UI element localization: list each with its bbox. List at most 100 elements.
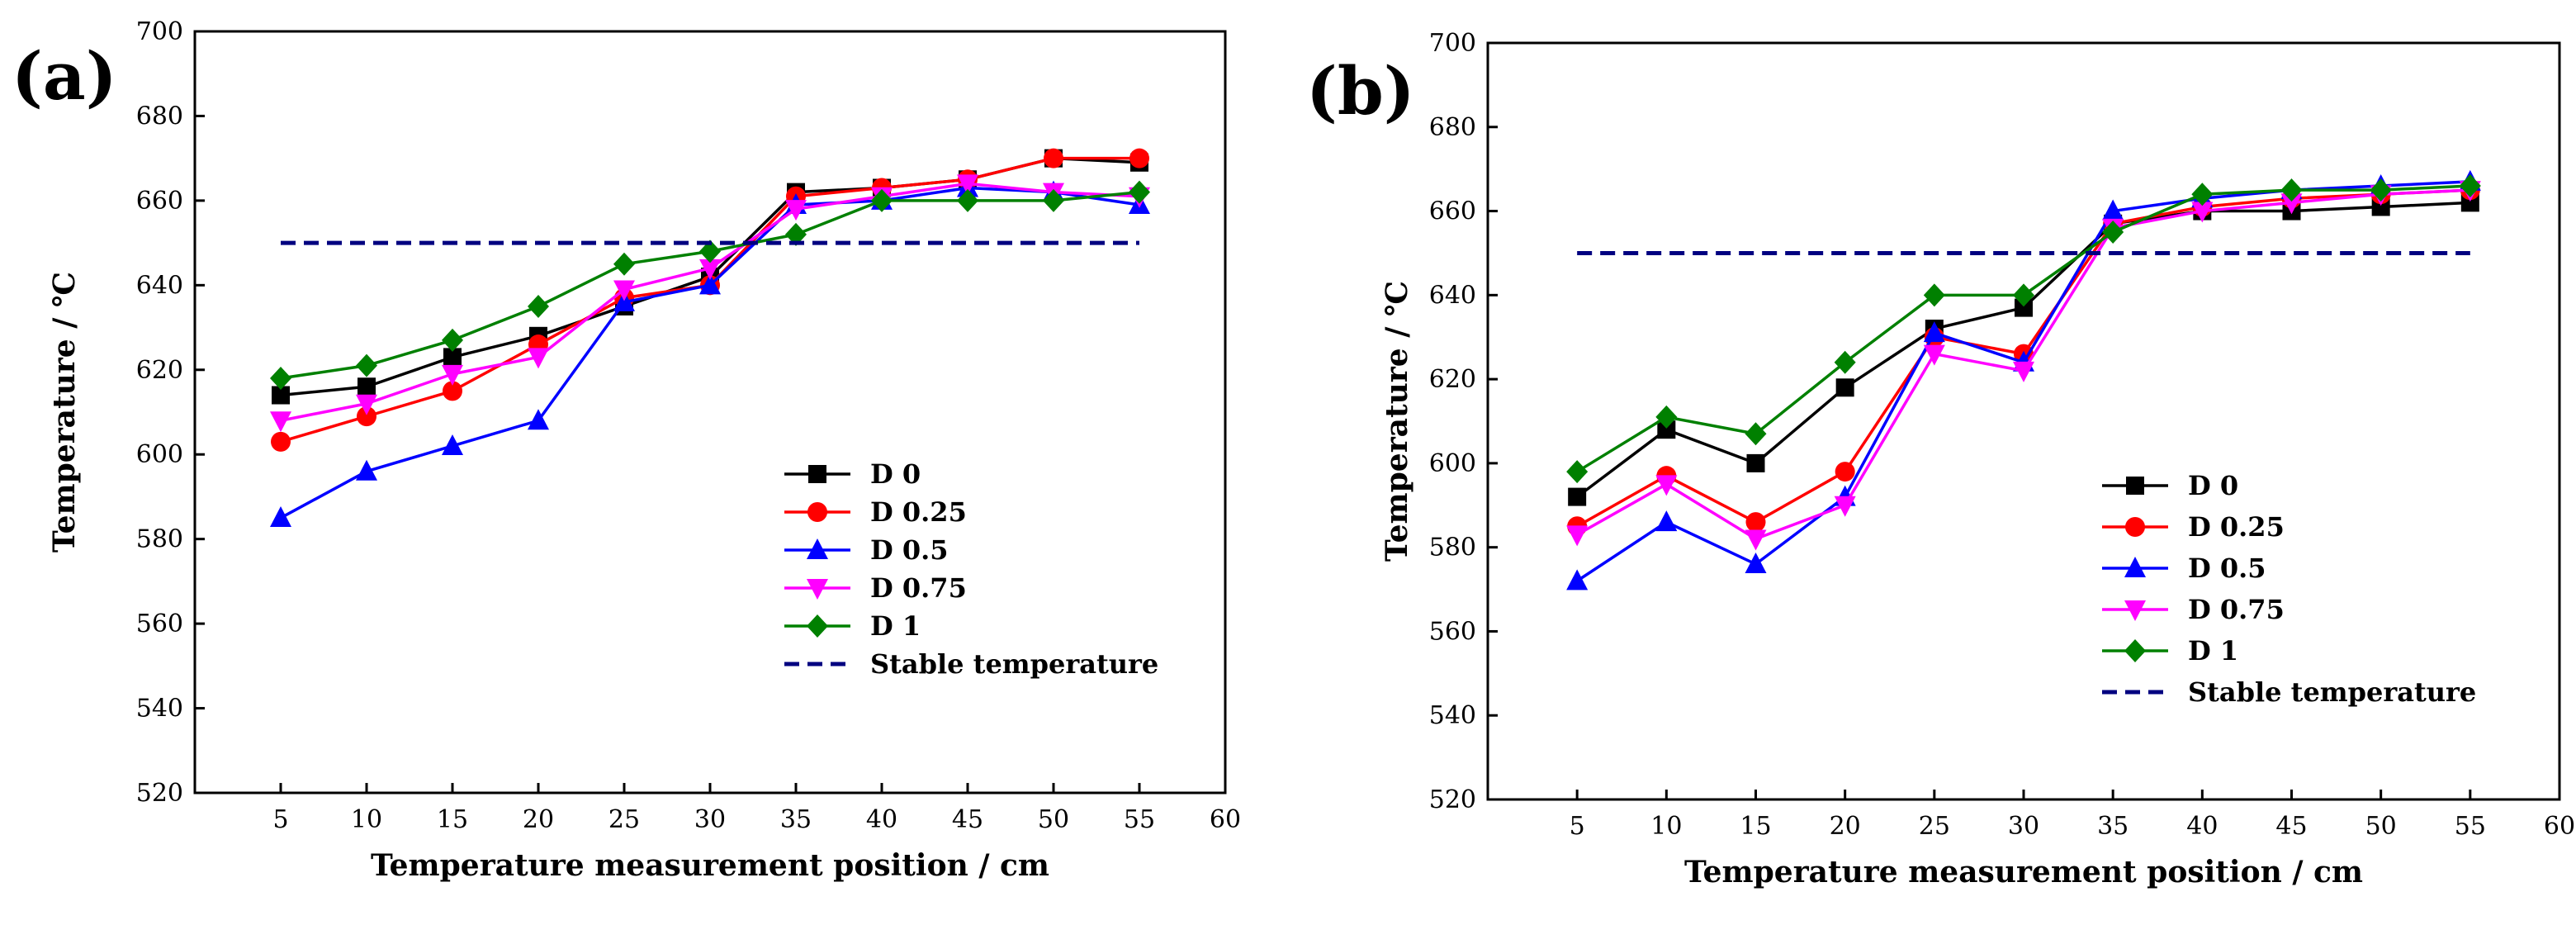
series-line: [280, 182, 1140, 422]
legend-entry: D 1: [784, 610, 921, 642]
data-point: [2459, 174, 2481, 198]
series-d-0-25: [271, 148, 1149, 452]
x-tick-label: 40: [866, 805, 897, 834]
y-tick-label: 660: [1429, 197, 1476, 226]
data-point: [1043, 188, 1064, 212]
data-point: [2280, 178, 2303, 202]
data-point: [443, 348, 462, 367]
y-tick-label: 620: [136, 356, 183, 385]
data-point: [270, 411, 291, 433]
x-tick-label: 45: [952, 805, 983, 834]
legend-entry: D 0: [2102, 470, 2238, 501]
legend-label: D 0.5: [870, 534, 949, 566]
data-point: [528, 294, 549, 318]
legend-label: Stable temperature: [870, 648, 1158, 680]
data-point: [2280, 193, 2303, 215]
data-point: [785, 222, 807, 246]
x-tick-label: 25: [608, 805, 640, 834]
x-tick-label: 20: [523, 805, 554, 834]
data-point: [1923, 283, 1945, 307]
legend-entry: D 0.5: [2102, 553, 2266, 584]
y-tick-label: 580: [1429, 534, 1476, 562]
legend-marker: [807, 502, 827, 522]
data-point: [1834, 350, 1856, 374]
series-d-0-5: [270, 176, 1150, 528]
x-tick-label: 5: [272, 805, 288, 834]
x-tick-label: 50: [2365, 812, 2397, 841]
data-point: [2015, 298, 2033, 317]
legend-label: D 0: [870, 458, 921, 490]
legend-marker: [807, 538, 828, 559]
data-point: [1566, 525, 1589, 547]
legend-marker: [807, 579, 828, 600]
x-axis-title: Temperature measurement position / cm: [371, 848, 1049, 883]
y-tick-label: 680: [1429, 113, 1476, 142]
x-tick-label: 30: [694, 805, 726, 834]
y-tick-label: 600: [136, 440, 183, 469]
data-point: [270, 506, 291, 528]
legend-entry: D 0: [784, 458, 921, 490]
series-d-1: [270, 180, 1150, 391]
x-tick-label: 25: [1919, 812, 1950, 841]
chart-panel-a: 5 10 15 20 25 30 35 40 45 50 55 60 520 540 560 580 600 62…: [12, 17, 1241, 883]
y-tick-label: 700: [136, 17, 183, 46]
data-point: [1655, 475, 1678, 496]
data-point: [443, 381, 462, 401]
y-tick-label: 580: [136, 525, 183, 554]
x-tick-label: 35: [780, 805, 812, 834]
data-point: [1745, 422, 1767, 446]
legend-label: D 1: [870, 610, 921, 642]
data-point: [1834, 496, 1856, 517]
data-point: [1655, 405, 1678, 429]
legend-marker: [2124, 639, 2146, 662]
legend-marker: [807, 614, 828, 638]
y-tick-label: 640: [136, 271, 183, 300]
data-point: [270, 367, 291, 391]
legend-label: Stable temperature: [2188, 676, 2476, 708]
y-tick-label: 560: [136, 610, 183, 638]
x-tick-label: 60: [2544, 812, 2575, 841]
data-point: [1655, 510, 1678, 532]
x-tick-label: 35: [2097, 812, 2129, 841]
y-tick-label: 540: [1429, 701, 1476, 730]
data-point: [442, 364, 463, 386]
data-point: [1566, 460, 1589, 484]
data-point: [2013, 283, 2034, 307]
legend-label: D 0.25: [2188, 511, 2285, 543]
y-tick-label: 660: [136, 187, 183, 216]
data-point: [613, 252, 635, 276]
y-axis-title: Temperature / ℃: [47, 272, 82, 553]
x-tick-label: 40: [2186, 812, 2218, 841]
x-tick-label: 45: [2275, 812, 2307, 841]
data-point: [871, 188, 893, 212]
x-tick-label: 10: [1650, 812, 1682, 841]
legend-marker: [2124, 600, 2146, 621]
data-point: [1044, 148, 1063, 168]
y-tick-label: 600: [1429, 449, 1476, 478]
legend-label: D 0.5: [2188, 553, 2266, 584]
data-point: [2102, 221, 2124, 244]
legend-entry: D 0.75: [2102, 594, 2285, 625]
x-tick-label: 50: [1038, 805, 1069, 834]
data-point: [1129, 148, 1149, 168]
data-point: [2370, 178, 2392, 202]
data-point: [357, 406, 376, 427]
x-axis-title: Temperature measurement position / cm: [1684, 855, 2363, 889]
data-point: [613, 280, 635, 301]
legend-entry: D 0.25: [784, 496, 967, 528]
data-point: [2102, 199, 2124, 221]
x-tick-label: 60: [1210, 805, 1241, 834]
legend-label: D 0.25: [870, 496, 967, 528]
legend-marker: [2124, 557, 2146, 577]
y-axis-title: Temperature / ℃: [1380, 281, 1414, 562]
y-tick-label: 700: [1429, 29, 1476, 58]
y-tick-label: 560: [1429, 617, 1476, 646]
series-d-1: [1566, 174, 2481, 484]
data-point: [1566, 569, 1589, 591]
data-point: [699, 273, 721, 295]
data-point: [442, 328, 463, 352]
x-tick-label: 30: [2008, 812, 2039, 841]
data-point: [1568, 487, 1587, 506]
data-point: [785, 200, 807, 221]
legend-entry: D 1: [2102, 635, 2238, 666]
